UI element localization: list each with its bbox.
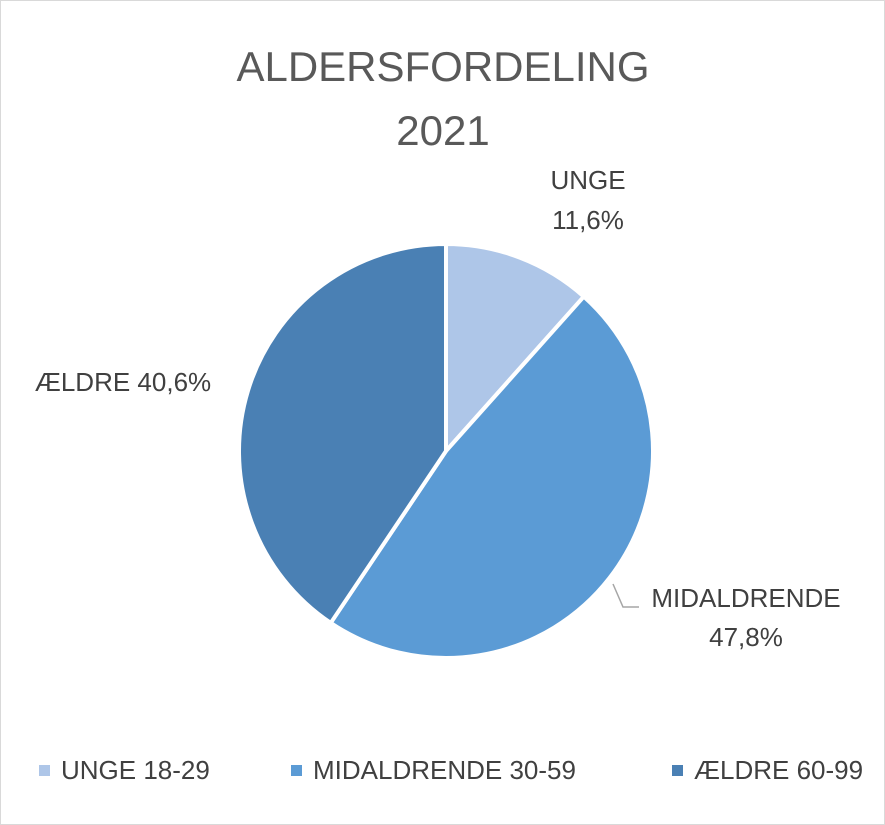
legend-label: ÆLDRE 60-99 — [694, 755, 863, 785]
legend-swatch — [291, 765, 302, 776]
legend-label: MIDALDRENDE 30-59 — [313, 755, 576, 785]
legend-swatch — [672, 765, 683, 776]
data-label-name: MIDALDRENDE — [651, 583, 840, 613]
pie-slice — [237, 242, 448, 625]
chart-title: ALDERSFORDELING 2021 — [236, 43, 650, 154]
legend-label: UNGE 18-29 — [61, 755, 210, 785]
pie-slice — [444, 242, 586, 453]
data-label-name: ÆLDRE — [35, 367, 130, 397]
data-label-group: ÆLDRE 40,6% — [35, 367, 211, 397]
leader-line — [612, 583, 639, 608]
data-label: 40,6% — [137, 367, 211, 397]
data-label: 47,8% — [709, 622, 783, 652]
pie-slice — [328, 294, 655, 660]
legend-swatch — [39, 765, 50, 776]
data-label: 11,6% — [552, 205, 624, 235]
data-label-name: UNGE — [550, 165, 625, 195]
